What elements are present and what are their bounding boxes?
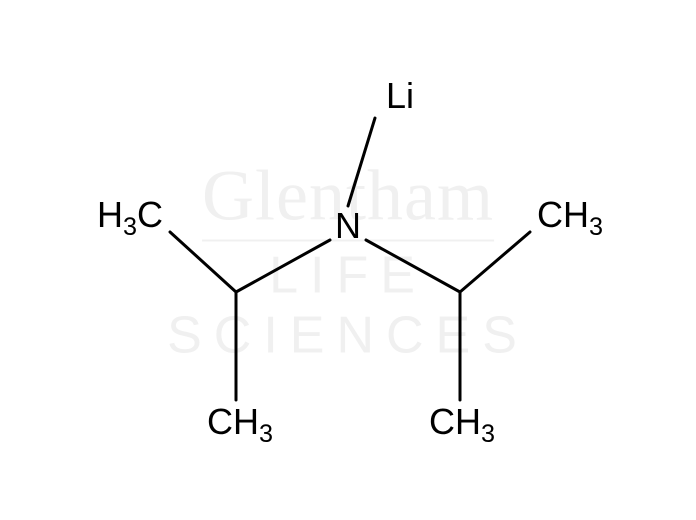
bond	[170, 232, 236, 292]
bond	[348, 118, 375, 206]
atom-label-ch3-bottom-right: CH3	[429, 404, 495, 440]
atom-label-li: Li	[386, 78, 414, 114]
bond-group	[170, 118, 530, 400]
bond	[366, 240, 460, 292]
chemical-structure	[0, 0, 696, 520]
bond	[460, 232, 530, 292]
atom-label-ch3-top-left: H3C	[97, 197, 163, 233]
canvas: Glentham LIFE SCIENCES Li N H3C CH3 CH3 …	[0, 0, 696, 520]
atom-label-ch3-top-right: CH3	[537, 197, 603, 233]
atom-label-ch3-bottom-left: CH3	[207, 404, 273, 440]
atom-label-n: N	[335, 208, 361, 244]
bond	[236, 240, 330, 292]
